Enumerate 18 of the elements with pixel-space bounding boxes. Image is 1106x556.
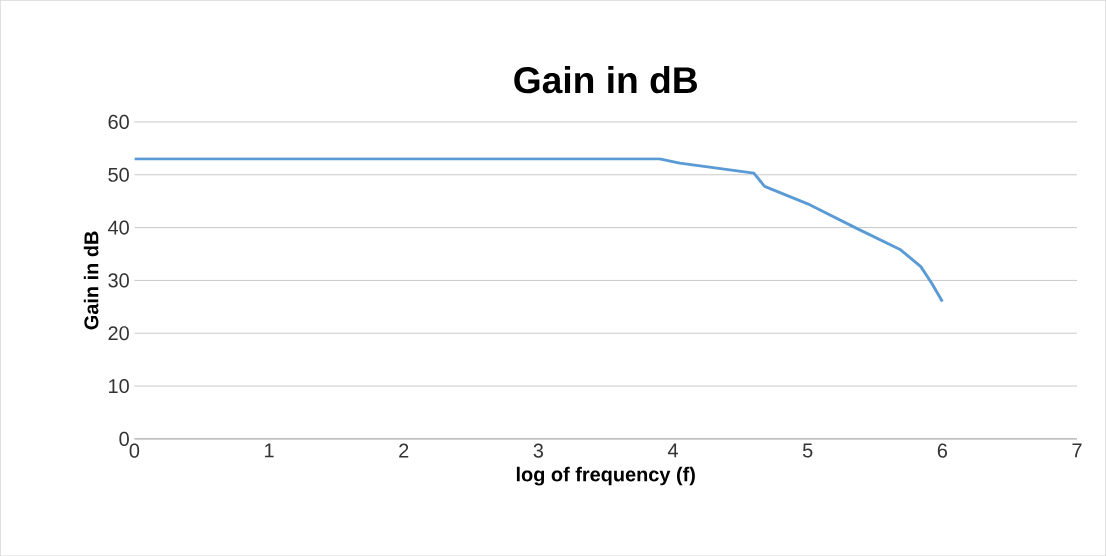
x-tick-label: 3 <box>533 443 544 458</box>
x-axis-title: log of frequency (f) <box>516 466 695 486</box>
y-tick-label: 0 <box>119 431 129 446</box>
y-tick-label: 60 <box>108 114 129 129</box>
y-tick-label: 40 <box>108 220 129 235</box>
y-tick-label: 50 <box>108 167 129 182</box>
x-tick-label: 0 <box>129 443 140 458</box>
y-tick-label: 10 <box>109 378 129 393</box>
chart-title: Gain in dB <box>514 65 697 94</box>
x-tick-label: 5 <box>802 443 813 458</box>
y-tick-label: 20 <box>108 326 129 341</box>
x-tick-label: 7 <box>1072 443 1082 458</box>
y-axis-title: Gain in dB <box>83 231 99 330</box>
y-tick-label: 30 <box>108 273 129 288</box>
x-tick-label: 2 <box>399 443 409 458</box>
x-tick-label: 1 <box>265 443 274 458</box>
x-tick-label: 4 <box>667 443 678 458</box>
x-tick-label: 6 <box>937 443 948 458</box>
